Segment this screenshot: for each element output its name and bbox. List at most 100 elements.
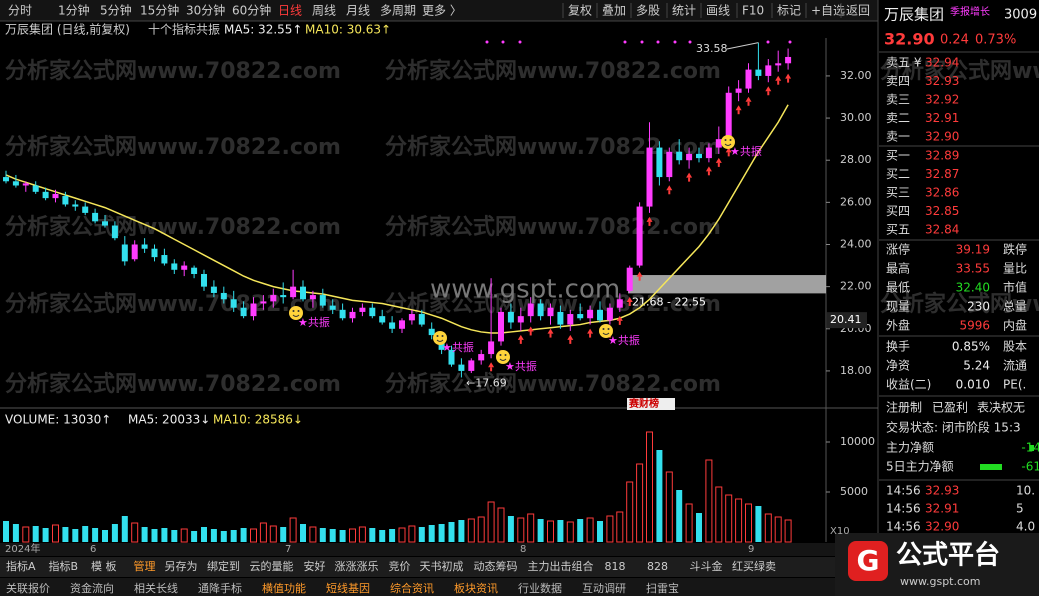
bottom-tab[interactable]: 短线基因 — [326, 581, 370, 595]
volume-bar — [82, 526, 89, 542]
bottom-tab[interactable]: 综合资讯 — [390, 581, 434, 595]
volume-bar — [676, 490, 683, 542]
toolbar-button[interactable]: 返回 — [846, 4, 870, 18]
volume-bar — [389, 529, 396, 542]
label: 4.0 — [1016, 520, 1035, 534]
toolbar-button[interactable]: F10 — [742, 4, 764, 18]
bottom-tab[interactable]: 板块资讯 — [454, 581, 498, 595]
toolbar-button[interactable]: 叠加 — [602, 4, 626, 18]
label: 交易状态: 闭市阶段 15:3 — [886, 420, 1021, 435]
tab[interactable]: 指标B — [49, 559, 79, 573]
label: 卖三 — [886, 93, 910, 107]
tab[interactable]: 斗斗金 — [690, 559, 723, 573]
marker-dot — [501, 40, 505, 44]
tab-bar — [0, 557, 878, 577]
bottom-tab[interactable]: 横值功能 — [262, 581, 306, 595]
signal-arrow — [775, 75, 782, 81]
label: 换手 — [886, 340, 910, 354]
bottom-tab[interactable]: 行业数据 — [518, 581, 562, 595]
bottom-tab[interactable]: 互动调研 — [582, 582, 626, 595]
toolbar-button[interactable]: 画线 — [706, 4, 730, 18]
bottom-bar — [0, 578, 878, 596]
period-tab[interactable]: 分时 — [8, 4, 32, 18]
signal-arrow — [666, 185, 673, 191]
signal-arrow — [765, 86, 772, 92]
candle-body — [527, 303, 534, 317]
period-tab[interactable]: 周线 — [312, 4, 336, 18]
logo-url: www.gspt.com — [900, 575, 980, 588]
candle-body — [121, 244, 128, 262]
period-tab[interactable]: 月线 — [346, 4, 370, 18]
tab[interactable]: 安好 — [304, 559, 326, 573]
candle-body — [240, 307, 247, 317]
volume-bar — [626, 481, 634, 543]
candle-body — [379, 316, 386, 323]
tab[interactable]: 主力出击组合 — [528, 559, 594, 573]
period-tab[interactable]: 5分钟 — [100, 3, 132, 18]
news-tag: 赛财榜 — [628, 397, 659, 410]
tab[interactable]: 绑定到 — [207, 559, 240, 573]
toolbar-button[interactable]: 标记 — [777, 4, 801, 18]
period-tab[interactable]: 30分钟 — [186, 3, 225, 18]
candle-body — [181, 265, 188, 270]
volume-bar — [319, 528, 326, 542]
toolbar-button[interactable]: 复权 — [568, 4, 592, 18]
marker-dot — [688, 40, 692, 44]
y-tick-label: 5000 — [840, 485, 868, 498]
tab[interactable]: 动态筹码 — [474, 559, 518, 573]
bottom-tab[interactable]: 资金流向 — [70, 581, 114, 595]
date-label: 9 — [748, 544, 754, 555]
marker-dot — [788, 40, 792, 44]
tab[interactable]: 818 — [605, 560, 626, 573]
smiley-eye — [602, 328, 605, 330]
tab[interactable]: 指标A — [6, 559, 36, 573]
label: 32.85 — [925, 204, 959, 218]
tab[interactable]: 管理 — [134, 559, 156, 573]
period-tab[interactable]: 日线 — [278, 4, 302, 18]
candle-body — [389, 322, 396, 329]
volume-bar — [735, 498, 743, 543]
label: 万辰集团 (日线,前复权) — [5, 22, 130, 37]
bottom-tab[interactable]: 相关长线 — [134, 581, 178, 595]
candle-body — [488, 341, 495, 355]
toolbar-button[interactable]: 多股 — [636, 4, 660, 18]
signal-arrow — [705, 166, 712, 172]
signal-arrow — [785, 73, 792, 79]
tab[interactable]: 云的量能 — [250, 559, 294, 573]
label: 万辰集团 — [884, 6, 944, 24]
marker-dot — [640, 40, 644, 44]
tab[interactable]: 模 板 — [91, 559, 117, 573]
period-tab[interactable]: 1分钟 — [58, 3, 90, 18]
period-tab[interactable]: 更多 〉 — [422, 4, 462, 18]
smiley-eye — [504, 354, 507, 356]
tab[interactable]: 天书初成 — [420, 559, 464, 573]
candle-body — [161, 255, 168, 264]
bottom-tab[interactable]: 扫雷宝 — [646, 581, 679, 595]
candle-body — [141, 244, 148, 249]
signal-arrow — [517, 334, 524, 340]
volume-bar — [379, 530, 386, 542]
tab[interactable]: 红买绿卖 — [732, 559, 776, 573]
signal-label: ★共振 — [505, 359, 537, 373]
bottom-tab[interactable]: 关联报价 — [6, 581, 50, 595]
candle-body — [606, 307, 613, 321]
toolbar-button[interactable]: 统计 — [672, 4, 696, 18]
site-watermark: www.gspt.com — [430, 275, 620, 305]
candle-body — [498, 311, 504, 342]
volume-bar — [358, 526, 366, 543]
volume-bar — [696, 513, 702, 542]
tab[interactable]: 涨涨涨乐 — [335, 560, 379, 573]
label: MA5: 32.55↑ — [224, 23, 302, 37]
tab[interactable]: 竞价 — [389, 559, 411, 573]
candle-body — [220, 292, 227, 300]
y-tick-label: 30.00 — [840, 111, 872, 124]
tab[interactable]: 另存为 — [165, 559, 198, 573]
period-tab[interactable]: 60分钟 — [232, 3, 271, 18]
tab[interactable]: 828 — [647, 560, 668, 573]
period-tab[interactable]: 多周期 — [380, 4, 416, 18]
smiley-eye — [292, 310, 295, 312]
period-tab[interactable]: 15分钟 — [140, 3, 179, 18]
toolbar-button[interactable]: +自选 — [811, 4, 845, 18]
bottom-tab[interactable]: 通降手标 — [198, 581, 242, 595]
signal-label: ★共振 — [608, 333, 640, 347]
